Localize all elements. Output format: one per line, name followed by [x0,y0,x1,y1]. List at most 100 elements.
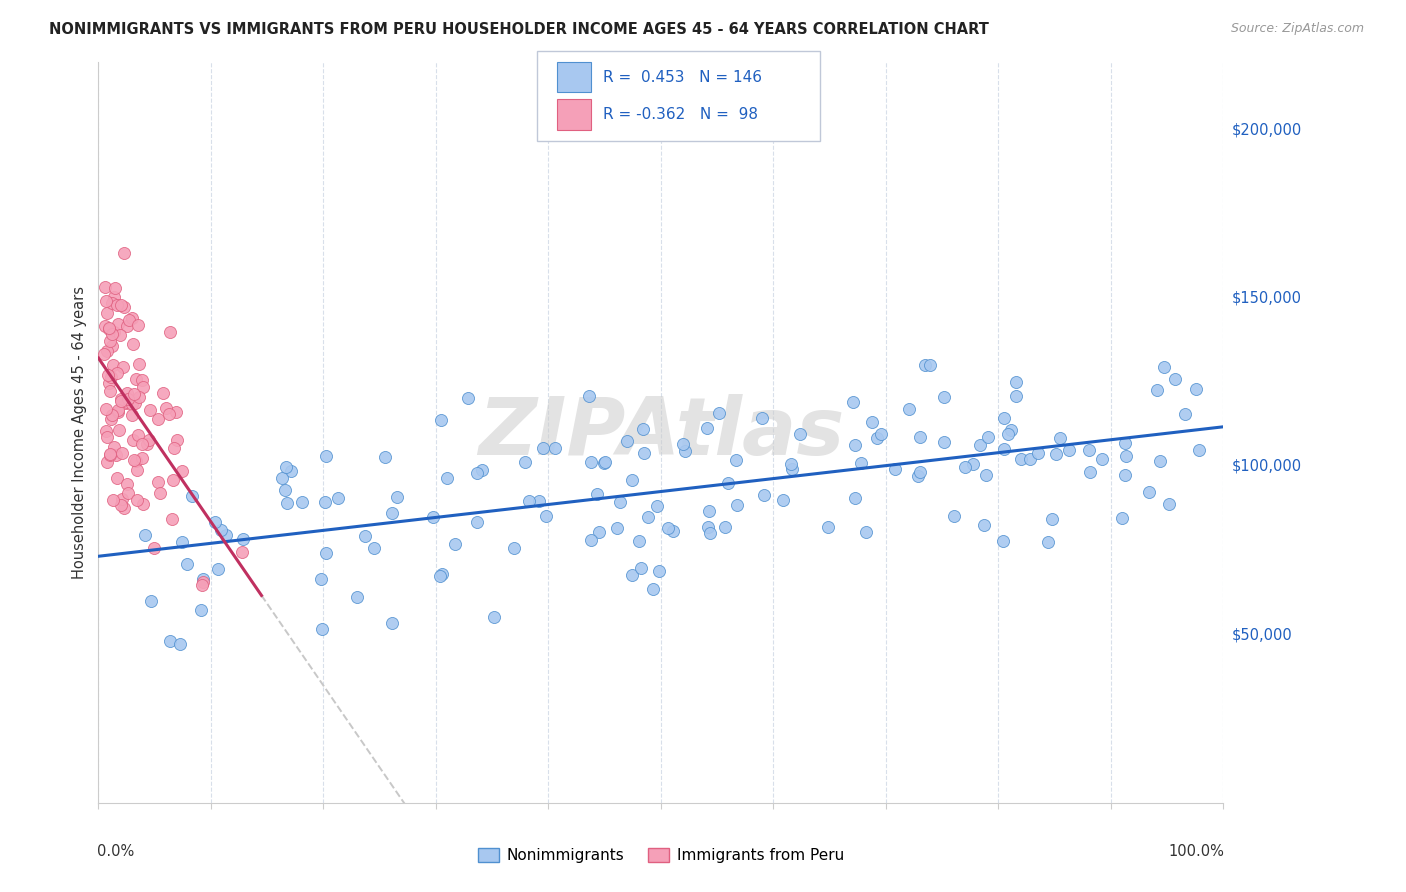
Point [851,456,873,470]
Point [128,390,150,404]
Text: $50,000: $50,000 [1232,627,1292,642]
Legend: Nonimmigrants, Immigrants from Peru: Nonimmigrants, Immigrants from Peru [472,841,849,869]
Point [697,519,720,533]
Point [105,297,128,311]
Point [1146,383,1168,397]
Text: Source: ZipAtlas.com: Source: ZipAtlas.com [1230,22,1364,36]
Point [673,444,696,458]
Point [1185,382,1208,396]
Point [593,455,616,469]
Point [165,405,187,419]
Point [387,490,409,504]
Point [869,426,891,441]
Point [231,544,253,558]
Text: 0.0%: 0.0% [97,844,135,858]
Text: R = -0.362   N =  98: R = -0.362 N = 98 [603,107,758,122]
Point [422,510,444,524]
Point [112,245,135,260]
Point [772,493,794,508]
Point [1078,443,1101,458]
Point [908,465,931,479]
Point [1114,435,1136,450]
Point [291,495,314,509]
Point [1004,375,1026,389]
Point [1153,359,1175,374]
Point [648,564,671,578]
Point [1111,510,1133,524]
Point [1004,389,1026,403]
Point [725,498,748,512]
Point [588,525,610,540]
Text: 100.0%: 100.0% [1168,844,1225,858]
Point [96,294,118,309]
Point [914,358,936,372]
Point [232,533,254,547]
Point [544,441,567,455]
Point [1049,431,1071,445]
Point [127,318,149,333]
Point [517,493,540,508]
Point [934,435,956,450]
Point [96,455,118,469]
Point [884,462,907,476]
Point [381,506,404,520]
Point [1115,449,1137,463]
Point [105,366,128,380]
Point [714,519,737,533]
Point [844,438,866,452]
Point [430,413,453,427]
Point [103,440,125,454]
Point [127,463,149,477]
Point [122,433,145,447]
Text: $150,000: $150,000 [1232,291,1302,305]
Point [621,568,644,582]
Point [152,385,174,400]
Point [105,471,128,485]
Point [117,312,139,326]
Point [125,453,148,467]
Point [898,402,921,417]
Point [270,471,292,485]
Point [190,603,212,617]
Point [93,347,115,361]
Point [110,298,132,312]
Point [436,471,458,485]
Point [190,577,212,591]
Point [134,528,156,542]
Point [817,520,839,534]
Point [100,412,122,426]
Point [593,456,616,470]
Point [1137,485,1160,500]
Point [311,622,333,636]
Point [98,384,121,398]
Point [111,446,134,460]
Point [314,494,336,508]
Point [143,541,166,555]
Point [104,281,127,295]
Point [381,615,404,630]
Point [1019,452,1042,467]
Point [148,485,170,500]
Point [114,396,136,410]
Point [121,310,143,325]
Point [630,561,652,575]
Point [96,430,118,444]
Point [139,593,162,607]
Point [121,408,143,422]
Point [633,446,655,460]
Point [855,525,877,540]
Point [534,509,557,524]
Point [844,491,866,505]
Point [157,407,180,421]
Point [124,396,146,410]
Text: NONIMMIGRANTS VS IMMIGRANTS FROM PERU HOUSEHOLDER INCOME AGES 45 - 64 YEARS CORR: NONIMMIGRANTS VS IMMIGRANTS FROM PERU HO… [49,22,988,37]
Point [170,535,193,549]
Point [111,491,134,506]
Point [780,462,803,476]
Point [108,328,131,343]
Point [98,334,121,348]
Point [672,436,695,450]
Point [131,450,153,465]
Point [974,468,997,483]
Point [96,424,118,438]
